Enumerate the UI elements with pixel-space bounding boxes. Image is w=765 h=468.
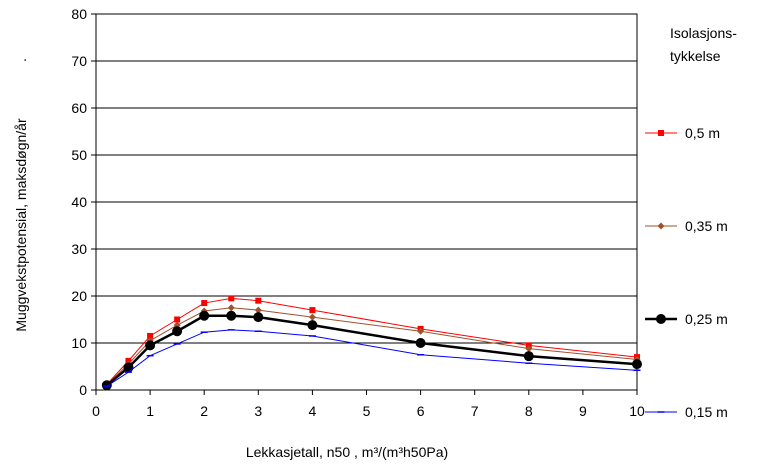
legend-marker-0 [658,130,664,136]
gridlines [96,13,637,344]
y-tick-label: 40 [71,194,87,210]
series-line-2 [106,314,638,387]
data-point [309,307,316,314]
x-tick-label: 8 [525,403,533,419]
y-tick-label: 70 [71,53,87,69]
x-tick-label: 1 [146,403,154,419]
y-tick-label: 60 [71,100,87,116]
data-point [523,351,534,362]
data-point [228,295,235,302]
x-tick-label: 3 [254,403,262,419]
y-tick-label: 0 [79,382,87,398]
x-tick-label: 6 [417,403,425,419]
x-tick-label: 5 [363,403,371,419]
x-tick-label: 2 [200,403,208,419]
series-line-0 [106,297,638,385]
data-point [172,326,183,337]
x-tick-label: 0 [92,403,100,419]
y-tick-label: 20 [71,288,87,304]
legend-title-line-1: Isolasjons- [670,25,737,41]
y-axis-label-suffix: . [13,58,29,62]
legend-title-line-2: tykkelse [670,48,721,64]
data-point [525,345,533,353]
y-tick-label: 10 [71,335,87,351]
y-tick-label: 50 [71,147,87,163]
data-point [123,362,134,373]
data-point [147,332,154,339]
legend-marker-2 [656,314,666,324]
data-point [226,310,237,321]
x-tick-labels: 0 1 2 3 4 5 6 7 8 9 10 [92,403,645,419]
data-point [307,320,318,331]
legend-marker-1 [657,222,665,230]
data-point [253,312,264,323]
data-point [417,327,425,335]
data-point [101,380,112,391]
legend-label-1: 0,35 m [685,218,728,234]
y-axis-label: Muggvekstpotensial, maksdøgn/år [13,118,29,332]
legend: 0,5 m 0,35 m 0,25 m 0,15 m [645,125,728,420]
x-tick-label: 10 [629,403,645,419]
data-point [255,297,262,304]
data-point [201,300,208,307]
x-tick-label: 7 [471,403,479,419]
data-point [199,310,210,321]
x-axis-label: Lekkasjetall, n50 , m³/(m³h50Pa) [246,444,448,460]
data-point [415,338,426,348]
data-point [632,359,642,370]
legend-label-0: 0,5 m [685,125,720,141]
data-point [227,304,235,312]
y-tick-labels: 0 10 20 30 40 50 60 70 80 [71,6,87,398]
x-tick-label: 9 [579,403,587,419]
y-tick-label: 80 [71,6,87,22]
series-group [101,295,642,391]
data-point [174,316,181,323]
x-tick-label: 4 [309,403,317,419]
data-point [308,313,316,321]
axes [91,13,638,395]
data-point [254,306,262,314]
data-point [145,340,156,351]
legend-label-2: 0,25 m [685,311,728,327]
legend-label-3: 0,15 m [685,404,728,420]
y-tick-label: 30 [71,241,87,257]
